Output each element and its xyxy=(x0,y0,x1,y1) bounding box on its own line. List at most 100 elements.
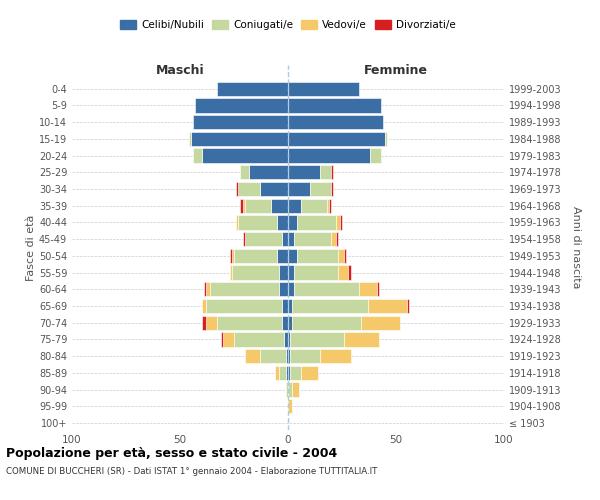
Bar xyxy=(193,115,288,129)
Y-axis label: Fasce di età: Fasce di età xyxy=(26,214,36,280)
Bar xyxy=(340,216,342,230)
Bar xyxy=(292,316,361,330)
Bar xyxy=(280,366,286,380)
Text: Femmine: Femmine xyxy=(364,64,428,77)
Bar xyxy=(296,249,338,263)
Bar xyxy=(202,316,206,330)
Bar xyxy=(331,182,334,196)
Bar xyxy=(288,282,295,296)
Bar xyxy=(249,165,288,180)
Bar xyxy=(288,232,295,246)
Bar xyxy=(242,232,245,246)
Bar xyxy=(280,266,288,280)
Bar xyxy=(193,148,202,162)
Bar xyxy=(204,282,206,296)
Bar xyxy=(275,366,280,380)
Bar xyxy=(295,232,331,246)
Bar xyxy=(288,98,381,112)
Bar xyxy=(206,282,210,296)
Bar xyxy=(310,182,331,196)
Bar xyxy=(238,182,260,196)
Bar xyxy=(206,316,217,330)
Bar xyxy=(331,232,335,246)
Bar xyxy=(210,282,280,296)
Bar xyxy=(202,148,288,162)
Text: Popolazione per età, sesso e stato civile - 2004: Popolazione per età, sesso e stato civil… xyxy=(6,448,337,460)
Bar xyxy=(232,266,280,280)
Bar xyxy=(281,316,288,330)
Bar xyxy=(288,332,290,346)
Bar xyxy=(234,332,284,346)
Bar xyxy=(288,249,296,263)
Bar xyxy=(370,148,381,162)
Bar xyxy=(296,216,335,230)
Bar xyxy=(288,382,292,396)
Bar xyxy=(292,299,368,313)
Bar xyxy=(230,249,232,263)
Bar xyxy=(206,299,281,313)
Bar xyxy=(217,82,288,96)
Bar xyxy=(286,349,288,364)
Bar xyxy=(290,349,320,364)
Bar xyxy=(377,282,379,296)
Bar xyxy=(245,349,260,364)
Bar xyxy=(344,332,379,346)
Bar xyxy=(232,249,234,263)
Bar xyxy=(327,198,329,213)
Bar xyxy=(407,299,409,313)
Bar xyxy=(359,282,377,296)
Bar xyxy=(195,98,288,112)
Bar xyxy=(288,266,295,280)
Bar xyxy=(335,232,338,246)
Bar xyxy=(320,165,331,180)
Bar xyxy=(288,299,292,313)
Bar xyxy=(277,216,288,230)
Bar xyxy=(292,382,299,396)
Bar xyxy=(288,399,292,413)
Bar xyxy=(295,266,338,280)
Bar xyxy=(349,266,350,280)
Bar xyxy=(191,132,288,146)
Bar xyxy=(284,332,288,346)
Text: Maschi: Maschi xyxy=(155,64,205,77)
Bar xyxy=(260,349,286,364)
Bar xyxy=(385,132,388,146)
Bar xyxy=(288,366,290,380)
Bar xyxy=(288,82,359,96)
Bar xyxy=(241,165,249,180)
Bar xyxy=(277,249,288,263)
Bar xyxy=(286,366,288,380)
Bar xyxy=(286,382,288,396)
Bar xyxy=(335,216,340,230)
Bar xyxy=(230,266,232,280)
Bar xyxy=(202,299,206,313)
Bar xyxy=(338,266,349,280)
Bar xyxy=(217,316,281,330)
Bar xyxy=(331,165,334,180)
Bar xyxy=(288,148,370,162)
Bar xyxy=(338,249,344,263)
Bar xyxy=(361,316,400,330)
Bar xyxy=(241,198,242,213)
Bar xyxy=(301,366,318,380)
Bar xyxy=(271,198,288,213)
Bar xyxy=(236,216,238,230)
Y-axis label: Anni di nascita: Anni di nascita xyxy=(571,206,581,289)
Bar xyxy=(223,332,234,346)
Bar xyxy=(245,232,281,246)
Bar xyxy=(295,282,359,296)
Bar xyxy=(329,198,331,213)
Bar xyxy=(290,332,344,346)
Bar xyxy=(221,332,223,346)
Bar xyxy=(290,366,301,380)
Bar xyxy=(260,182,288,196)
Bar xyxy=(281,232,288,246)
Bar xyxy=(280,282,288,296)
Bar xyxy=(236,182,238,196)
Bar xyxy=(320,349,350,364)
Bar xyxy=(288,349,290,364)
Bar xyxy=(242,198,245,213)
Bar xyxy=(344,249,346,263)
Legend: Celibi/Nubili, Coniugati/e, Vedovi/e, Divorziati/e: Celibi/Nubili, Coniugati/e, Vedovi/e, Di… xyxy=(116,16,460,34)
Bar xyxy=(288,216,296,230)
